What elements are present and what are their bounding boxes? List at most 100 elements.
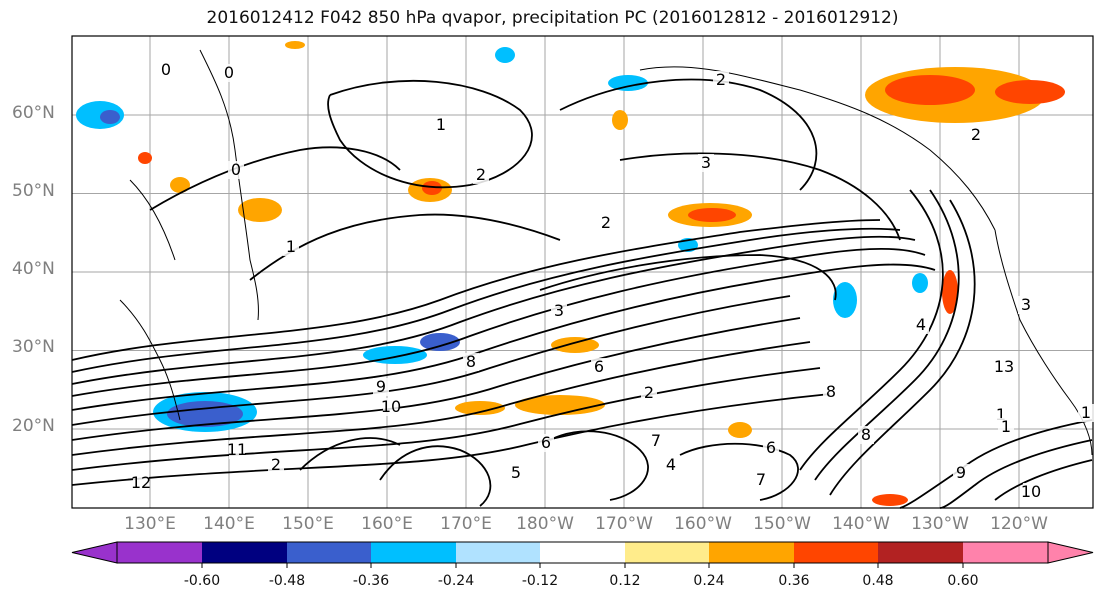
contour-label-bg (713, 71, 729, 89)
colorbar (71, 541, 1094, 568)
contour-label-bg (663, 456, 679, 474)
contour-label-bg (283, 238, 299, 256)
contour-label-bg (996, 358, 1012, 376)
map-title: 2016012412 F042 850 hPa qvapor, precipit… (206, 8, 899, 28)
colorbar-swatch (117, 542, 202, 563)
contour-label: 1 (996, 405, 1006, 424)
contour-label-bg (953, 464, 969, 482)
contour-label: 1 (1081, 403, 1091, 422)
colorbar-tick: -0.12 (521, 573, 559, 589)
contour-label-bg (133, 474, 149, 492)
colorbar-tick: -0.48 (268, 573, 306, 589)
contour-label-bg (1018, 296, 1034, 314)
contour-label: 8 (826, 382, 836, 401)
contour-label: 0 (231, 160, 241, 179)
colorbar-tick: 0.48 (862, 573, 894, 589)
contour-label-bg (158, 61, 174, 79)
contour-label: 4 (916, 315, 926, 334)
contour-label: 0 (224, 63, 234, 82)
lon-label: 140°E (203, 514, 255, 534)
contour-label-bg (463, 353, 479, 371)
contour-label: 4 (666, 455, 676, 474)
contour-label: 7 (756, 470, 766, 489)
contour-label: 1 (286, 237, 296, 256)
colorbar-extend-min (71, 541, 118, 564)
contour-label: 8 (466, 352, 476, 371)
lon-label: 130°W (911, 514, 969, 534)
contour-label-bg (383, 398, 399, 416)
contour-label: 13 (994, 357, 1014, 376)
lon-label: 130°E (124, 514, 176, 534)
lon-label: 120°W (990, 514, 1048, 534)
contour-label: 3 (1021, 295, 1031, 314)
contour-label-bg (823, 383, 839, 401)
contour-label: 12 (131, 473, 151, 492)
contour-label-bg (598, 214, 614, 232)
lon-label: 180°W (516, 514, 574, 534)
lat-label: 50°N (12, 181, 55, 201)
contour-label: 8 (861, 425, 871, 444)
contour-label: 2 (476, 165, 486, 184)
colorbar-swatch (540, 542, 625, 563)
contour-label-bg (228, 161, 244, 179)
colorbar-tick: 0.60 (947, 573, 979, 589)
contour-label-bg (229, 441, 245, 459)
contour-label-bg (858, 426, 874, 444)
lon-label: 170°E (440, 514, 492, 534)
colorbar-swatch (878, 542, 963, 563)
contour-label: 3 (554, 301, 564, 320)
contour-label: 2 (971, 125, 981, 144)
colorbar-swatch (794, 542, 878, 563)
lat-label: 20°N (12, 416, 55, 436)
contour-label-bg (221, 64, 237, 82)
contour-label-bg (268, 456, 284, 474)
contour-label-bg (998, 418, 1014, 436)
map-frame (71, 35, 1094, 509)
contour-label-bg (373, 378, 389, 396)
lon-label: 170°W (595, 514, 653, 534)
contour-label-bg (1023, 483, 1039, 501)
lon-label: 140°W (832, 514, 890, 534)
contour-label: 9 (956, 463, 966, 482)
contour-label: 2 (601, 213, 611, 232)
colorbar-swatch (963, 542, 1048, 563)
graticule (71, 35, 1094, 509)
contour-label-bg (551, 302, 567, 320)
colorbar-tick: -0.60 (183, 573, 221, 589)
colorbar-tick: -0.24 (437, 573, 475, 589)
contour-label: 0 (161, 60, 171, 79)
contour-label: 10 (1021, 482, 1041, 501)
contour-label-bg (508, 464, 524, 482)
colorbar-swatch (456, 542, 540, 563)
coastlines (119, 49, 1093, 456)
contour-label: 1 (436, 115, 446, 134)
lon-label: 150°W (753, 514, 811, 534)
contour-label: 3 (701, 153, 711, 172)
contour-label: 11 (227, 440, 247, 459)
contour-label: 6 (594, 357, 604, 376)
colorbar-outline (116, 541, 1049, 564)
contour-label: 6 (541, 433, 551, 452)
contour-label: 5 (511, 463, 521, 482)
contour-label-bg (641, 384, 657, 402)
colorbar-swatch (371, 542, 456, 563)
contour-label: 2 (271, 455, 281, 474)
lat-label: 30°N (12, 337, 55, 357)
contour-label: 7 (651, 431, 661, 450)
contour-label-bg (763, 439, 779, 457)
colorbar-extend-max (1047, 541, 1094, 564)
contour-label-bg (538, 434, 554, 452)
contour-label-bg (968, 126, 984, 144)
contour-label-bg (753, 471, 769, 489)
colorbar-swatch (202, 542, 287, 563)
lon-label: 160°W (674, 514, 732, 534)
lat-label: 60°N (12, 103, 55, 123)
colorbar-tick: 0.12 (609, 573, 641, 589)
contour-label: 10 (381, 397, 401, 416)
contour-label-bg (698, 154, 714, 172)
qvapor-contours (71, 78, 1093, 509)
contour-label: 1 (1001, 417, 1011, 436)
lon-label: 150°E (282, 514, 334, 534)
